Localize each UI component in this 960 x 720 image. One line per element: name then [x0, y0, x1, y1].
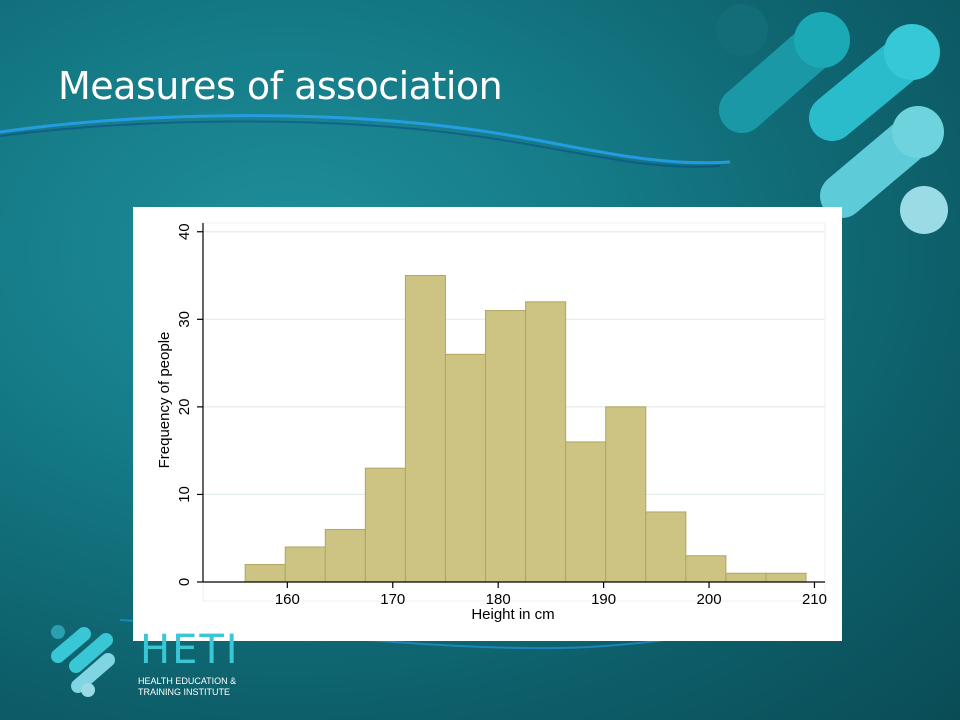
logo-wordmark: HETI [140, 627, 240, 673]
histogram-bar [364, 467, 406, 583]
histogram-bar [284, 546, 326, 583]
x-tick-label: 210 [802, 591, 827, 608]
y-tick-label: 20 [176, 399, 193, 416]
histogram-bar [485, 310, 527, 583]
x-tick-label: 180 [486, 591, 511, 608]
x-tick-label: 170 [380, 591, 405, 608]
y-tick-label: 30 [176, 311, 193, 328]
histogram-bar [765, 572, 807, 583]
histogram-bar [565, 441, 607, 583]
x-tick-label: 200 [697, 591, 722, 608]
histogram-bar [324, 528, 366, 583]
y-tick-label: 0 [176, 578, 193, 586]
axes: 160 170 180 190 200 210 0 10 20 30 40 [176, 223, 827, 608]
histogram-bar [645, 511, 687, 583]
y-tick-label: 10 [176, 486, 193, 503]
histogram-bars [244, 275, 807, 583]
histogram-bar [525, 301, 567, 583]
histogram-bar [605, 406, 647, 583]
logo-subtitle: HEALTH EDUCATION & TRAINING INSTITUTE [138, 676, 268, 698]
logo-subtitle-line1: HEALTH EDUCATION & [138, 676, 237, 686]
x-tick-label: 190 [591, 591, 616, 608]
x-tick-label: 160 [275, 591, 300, 608]
histogram-bar [685, 555, 727, 583]
logo-subtitle-line2: TRAINING INSTITUTE [138, 687, 230, 697]
histogram-svg: 160 170 180 190 200 210 0 10 20 30 40 Height in cm… [156, 222, 827, 623]
histogram-bar [444, 353, 487, 583]
slide-title: Measures of association [58, 64, 503, 108]
histogram-chart: 160 170 180 190 200 210 0 10 20 30 40 Height in cm… [133, 207, 842, 641]
histogram-bar [404, 275, 446, 583]
histogram-bar [725, 572, 767, 583]
corner-dots-icon [716, 4, 948, 234]
y-tick-label: 40 [176, 223, 193, 240]
y-axis-label: Frequency of people [156, 332, 173, 469]
histogram-bar [244, 563, 286, 583]
x-axis-label: Height in cm [471, 606, 554, 623]
heti-logo-icon [51, 625, 115, 697]
